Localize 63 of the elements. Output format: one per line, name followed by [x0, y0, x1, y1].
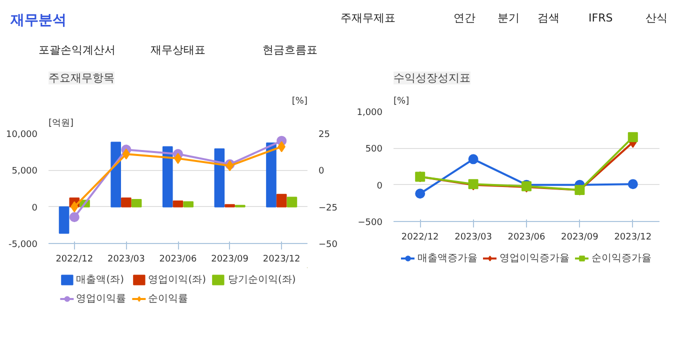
point	[415, 188, 426, 199]
text: 검색	[538, 12, 560, 24]
y2-tick-label: 0	[318, 166, 324, 177]
y2-axis-title: [%]	[292, 96, 308, 106]
x-tick-label: 2022/12	[401, 232, 439, 242]
bar	[224, 204, 235, 208]
legend-label: 영업이익증가율	[500, 252, 570, 265]
bar	[276, 194, 287, 208]
y-tick-label: 10,000	[6, 130, 38, 140]
bar	[286, 196, 298, 208]
bar	[214, 148, 225, 208]
text: 분기	[498, 12, 520, 24]
x-tick-label: 2023/06	[508, 232, 546, 242]
bar	[121, 198, 132, 208]
y-axis-title: [%]	[394, 96, 410, 106]
y-tick-label: 5,000	[12, 166, 38, 177]
point	[122, 148, 130, 160]
point	[628, 132, 638, 142]
bar	[183, 201, 194, 208]
point	[468, 154, 478, 164]
bar	[172, 200, 184, 208]
y-tick-label: −500	[358, 218, 383, 228]
y-tick-label: -5,000	[8, 240, 38, 250]
point	[69, 212, 80, 222]
text: 산식	[646, 12, 668, 24]
legend-label: 매출액증가율	[418, 252, 478, 265]
text: IFRS	[588, 12, 613, 24]
bar	[58, 206, 70, 234]
x-tick-label: 2023/03	[454, 232, 492, 242]
x-tick-label: 2022/12	[56, 254, 94, 264]
bar	[110, 142, 121, 208]
legend-label: 영업이익률	[76, 292, 126, 306]
text: 재무상태표	[150, 44, 206, 56]
legend-label: 영업이익(좌)	[148, 274, 206, 286]
y-tick-label: 500	[365, 144, 383, 155]
x-tick-label: 2023/12	[262, 254, 300, 264]
x-tick-label: 2023/09	[561, 232, 599, 242]
text: 포괄손익계산서	[38, 44, 116, 56]
bar	[266, 142, 276, 208]
text: 주재무제표	[340, 12, 396, 24]
legend-label: 매출액(좌)	[76, 274, 124, 286]
x-tick-label: 2023/06	[159, 254, 197, 264]
text: 재무분석	[10, 12, 66, 28]
y-tick-label: 1,000	[356, 108, 383, 118]
x-tick-label: 2023/03	[108, 254, 145, 264]
y2-tick-label: −50	[318, 240, 338, 250]
y-tick-label: 0	[376, 181, 383, 192]
text: 연간	[454, 12, 476, 24]
y2-tick-label: 25	[318, 130, 330, 140]
chart-title: 수익성장성지표	[394, 72, 470, 84]
y-axis-title: [억원]	[48, 118, 74, 128]
text: 현금흐름표	[262, 44, 318, 56]
y-tick-label: 0	[32, 203, 38, 214]
x-tick-label: 2023/12	[614, 232, 652, 242]
chart-title: 주요재무항목	[48, 72, 114, 84]
bar	[162, 146, 173, 208]
bar	[131, 199, 142, 208]
legend-label: 순이익률	[148, 292, 188, 306]
legend-label: 당기순이익(좌)	[228, 274, 296, 286]
point	[628, 179, 638, 190]
y2-tick-label: −25	[318, 203, 338, 214]
x-tick-label: 2023/09	[211, 254, 249, 264]
legend-label: 순이익증가율	[592, 252, 652, 265]
